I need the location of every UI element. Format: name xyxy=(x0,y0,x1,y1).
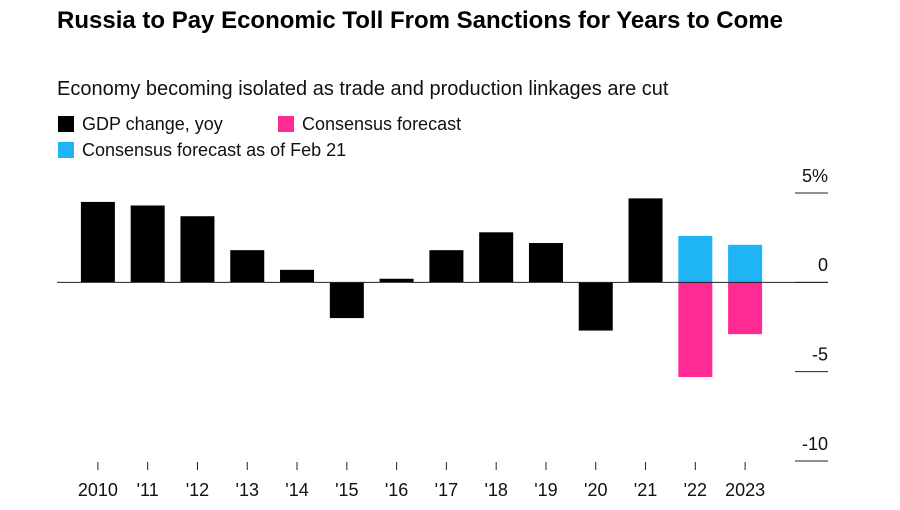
bar xyxy=(80,201,115,283)
legend-label: Consensus forecast xyxy=(302,114,461,134)
bar xyxy=(479,232,514,283)
x-tick-label: '13 xyxy=(236,480,259,500)
bar xyxy=(429,250,464,283)
x-tick-label: '16 xyxy=(385,480,408,500)
bar xyxy=(728,244,763,283)
legend-label: Consensus forecast as of Feb 21 xyxy=(82,140,346,160)
bar xyxy=(578,282,613,331)
legend-swatch xyxy=(278,116,294,132)
bar xyxy=(678,282,713,378)
chart-title: Russia to Pay Economic Toll From Sanctio… xyxy=(57,7,783,34)
legend-swatch xyxy=(58,116,74,132)
bar xyxy=(329,282,364,319)
bar xyxy=(180,216,215,283)
x-tick-label: '22 xyxy=(684,480,707,500)
bar xyxy=(130,205,165,283)
bar xyxy=(728,282,763,335)
x-tick-label: '17 xyxy=(435,480,458,500)
x-tick-label: 2010 xyxy=(78,480,118,500)
legend-label: GDP change, yoy xyxy=(82,114,223,134)
x-tick-label: '15 xyxy=(335,480,358,500)
x-tick-label: '19 xyxy=(534,480,557,500)
bar xyxy=(280,269,315,283)
x-tick-label: '11 xyxy=(137,480,159,500)
x-tick-label: '14 xyxy=(285,480,308,500)
x-tick-label: '21 xyxy=(634,480,657,500)
y-tick-label: 5% xyxy=(802,166,828,186)
x-tick-label: '20 xyxy=(584,480,607,500)
x-tick-label: 2023 xyxy=(725,480,765,500)
x-tick-label: '12 xyxy=(186,480,209,500)
bar xyxy=(379,278,414,283)
chart-subtitle: Economy becoming isolated as trade and p… xyxy=(57,78,669,100)
y-tick-label: 0 xyxy=(818,255,828,275)
y-tick-label: -5 xyxy=(812,344,828,364)
bar xyxy=(678,235,713,283)
y-tick-label: -10 xyxy=(802,434,828,454)
legend-swatch xyxy=(58,142,74,158)
bar xyxy=(628,198,663,283)
x-tick-label: '18 xyxy=(484,480,507,500)
bar xyxy=(230,250,265,283)
bar xyxy=(528,243,563,283)
